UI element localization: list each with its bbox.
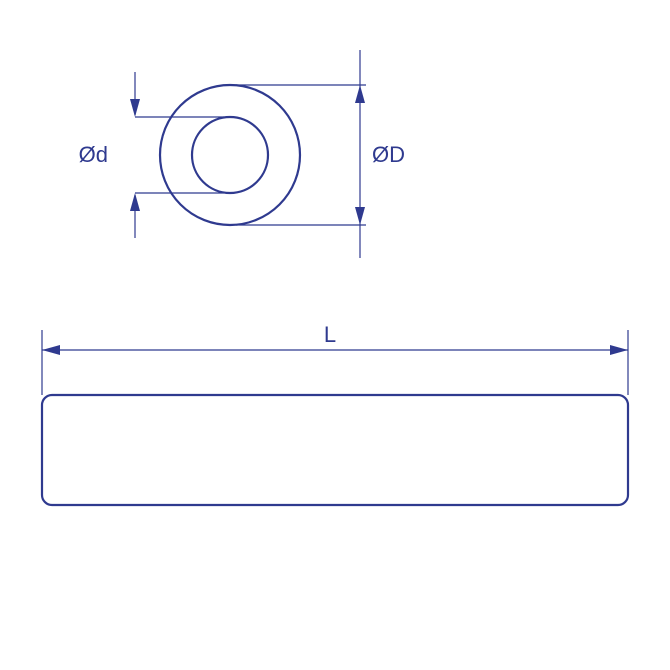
label-outer-diameter: ØD [372,142,405,167]
tube-dimension-diagram: Ød ØD L [0,0,670,670]
inner-circle [192,117,268,193]
outer-circle [160,85,300,225]
label-length: L [324,322,336,347]
side-view-rect [42,395,628,505]
label-inner-diameter: Ød [79,142,108,167]
